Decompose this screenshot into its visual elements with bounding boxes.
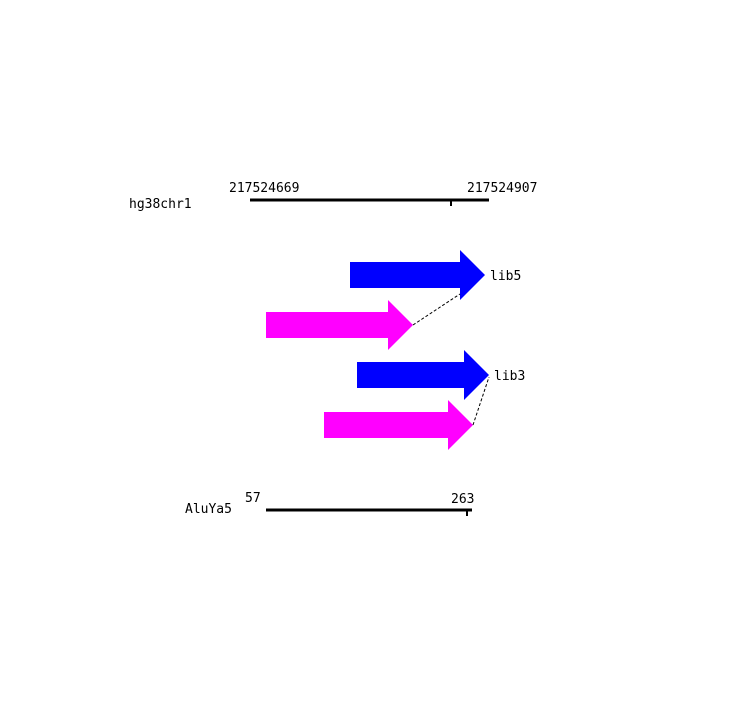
repeat-end-label: 263 — [451, 492, 474, 507]
lib3-label: lib3 — [494, 369, 525, 384]
genome-end-label: 217524907 — [467, 181, 537, 196]
lib3-connector — [472, 376, 490, 426]
lib5-genome-arrow — [350, 250, 485, 300]
lib5-connector — [412, 293, 461, 326]
lib3-repeat-arrow — [324, 400, 473, 450]
repeat-start-label: 57 — [245, 491, 261, 506]
lib3-genome-arrow — [357, 350, 489, 400]
genome-start-label: 217524669 — [229, 181, 299, 196]
genome-track: hg38chr1 217524669 217524907 — [129, 181, 537, 212]
repeat-track-name: AluYa5 — [185, 502, 232, 517]
lib5-group: lib5 — [266, 250, 521, 350]
lib5-label: lib5 — [490, 269, 521, 284]
genome-track-name: hg38chr1 — [129, 197, 192, 212]
repeat-track: AluYa5 57 263 — [185, 491, 474, 517]
lib3-group: lib3 — [324, 350, 525, 450]
lib5-repeat-arrow — [266, 300, 413, 350]
